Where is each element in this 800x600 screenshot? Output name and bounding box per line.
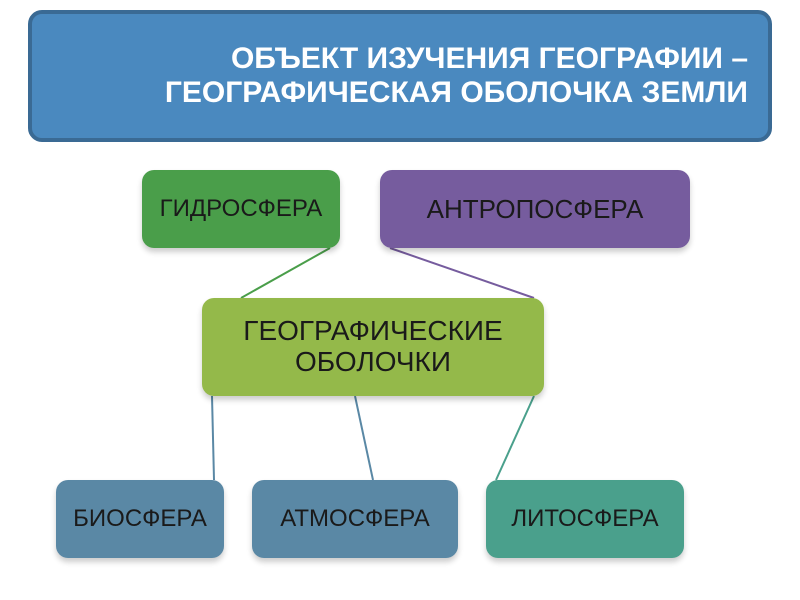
center-node-label: ГЕОГРАФИЧЕСКИЕ ОБОЛОЧКИ	[210, 316, 536, 378]
edge-center-atmo	[355, 396, 373, 480]
node-atmo-label: АТМОСФЕРА	[280, 506, 429, 532]
header-text: ОБЪЕКТ ИЗУЧЕНИЯ ГЕОГРАФИИ – ГЕОГРАФИЧЕСК…	[52, 42, 748, 111]
node-litho-label: ЛИТОСФЕРА	[511, 506, 658, 532]
edge-center-hydro	[241, 248, 330, 298]
edge-center-litho	[496, 396, 534, 480]
node-hydro-label: ГИДРОСФЕРА	[160, 196, 323, 222]
edge-center-bio	[212, 396, 214, 480]
node-bio-label: БИОСФЕРА	[73, 506, 207, 532]
header-box: ОБЪЕКТ ИЗУЧЕНИЯ ГЕОГРАФИИ – ГЕОГРАФИЧЕСК…	[28, 10, 772, 142]
edge-center-anthropo	[390, 248, 534, 298]
node-litho: ЛИТОСФЕРА	[486, 480, 684, 558]
center-node: ГЕОГРАФИЧЕСКИЕ ОБОЛОЧКИ	[202, 298, 544, 396]
node-hydro: ГИДРОСФЕРА	[142, 170, 340, 248]
node-anthropo: АНТРОПОСФЕРА	[380, 170, 690, 248]
node-anthropo-label: АНТРОПОСФЕРА	[427, 195, 644, 224]
node-bio: БИОСФЕРА	[56, 480, 224, 558]
node-atmo: АТМОСФЕРА	[252, 480, 458, 558]
